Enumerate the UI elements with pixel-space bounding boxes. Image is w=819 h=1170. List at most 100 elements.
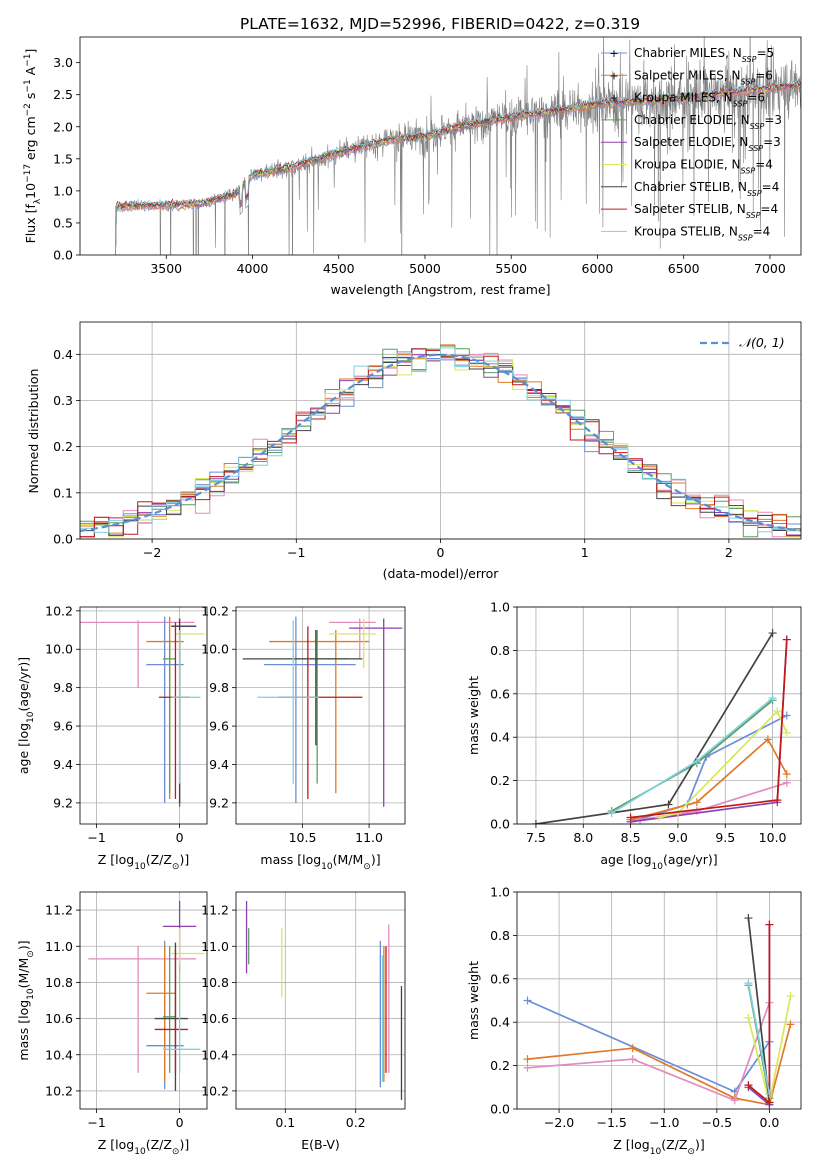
y-axis-label: Flux [fλ10−17 erg cm−2 s−1 A−1] <box>23 49 43 244</box>
legend-label: Kroupa ELODIE, NSSP=4 <box>634 158 773 176</box>
error-bars <box>242 616 403 807</box>
y-tick-label: 9.6 <box>209 719 229 734</box>
error-bars <box>245 901 403 1100</box>
y-tick-label: 0.2 <box>53 439 73 454</box>
y-tick-label: 0.0 <box>53 248 73 263</box>
weight-marker <box>523 996 532 1005</box>
y-tick-label: 10.8 <box>45 975 73 990</box>
axes-frame <box>235 606 406 825</box>
model-spectrum <box>114 79 801 255</box>
weight-marker <box>523 1055 532 1064</box>
weight-marker <box>782 635 791 644</box>
mass-weight-vs-age-panel: 7.5 8.0 8.5 9.0 9.5 10.0 0.0 0.2 0.4 0.6 0.8 1.0 age… <box>466 600 802 872</box>
x-tick-label: 0.2 <box>346 1115 366 1130</box>
legend-label: Kroupa STELIB, NSSP=4 <box>634 224 770 242</box>
y-tick-label: 1.0 <box>490 600 510 615</box>
x-tick-label: 0 <box>176 1115 184 1130</box>
mass-weight-vs-metallicity-panel: −2.0 −1.5 −1.0 −0.5 0.0 0.0 0.2 0.4 0.6 0.8 1.0 Z [… <box>466 885 802 1157</box>
mass-vs-ebv-panel: 0.1 0.2 10.2 10.4 10.6 10.8 11.0 11.2 E(B-V) <box>201 891 406 1152</box>
weight-marker <box>607 809 616 818</box>
y-tick-label: 1.5 <box>53 151 73 166</box>
y-tick-label: 10.0 <box>45 642 73 657</box>
y-tick-label: 11.2 <box>201 903 229 918</box>
weight-marker <box>744 1081 753 1090</box>
y-tick-label: 9.4 <box>209 757 229 772</box>
legend-label: 𝒩(0, 1) <box>739 335 785 350</box>
weight-marker <box>730 1096 739 1105</box>
weight-marker <box>673 809 682 818</box>
weight-marker <box>664 800 673 809</box>
y-tick-label: 0.1 <box>53 485 73 500</box>
y-tick-label: 10.4 <box>45 1047 73 1062</box>
x-tick-label: 8.5 <box>621 830 641 845</box>
error-bars <box>88 901 205 1091</box>
x-axis-label: Z [log10(Z/Z⊙)] <box>98 852 189 872</box>
y-tick-label: 10.2 <box>45 1083 73 1098</box>
weight-marker <box>531 820 540 824</box>
x-tick-label: 7.5 <box>526 830 546 845</box>
legend-label: Salpeter ELODIE, NSSP=3 <box>634 135 781 153</box>
x-tick-label: −1 <box>87 830 105 845</box>
spectrum-lines <box>114 37 801 255</box>
y-tick-label: 10.4 <box>201 1047 229 1062</box>
y-tick-label: 1.0 <box>490 885 510 900</box>
y-tick-label: 0.6 <box>490 971 510 986</box>
x-tick-label: 0 <box>437 545 445 560</box>
weight-marker <box>744 1013 753 1022</box>
x-tick-label: −1 <box>287 545 305 560</box>
y-tick-label: 0.0 <box>53 532 73 547</box>
y-tick-label: 0.8 <box>490 928 510 943</box>
x-tick-label: 3500 <box>150 261 182 276</box>
weight-marker <box>744 914 753 923</box>
y-tick-label: 0.0 <box>490 1102 510 1117</box>
legend-label: Salpeter STELIB, NSSP=4 <box>634 202 778 220</box>
y-axis-label: mass weight <box>466 961 481 1040</box>
y-tick-label: 9.2 <box>53 795 73 810</box>
age-vs-metallicity-panel: −1 0 9.2 9.4 9.6 9.8 10.0 10.2 Z [log10(Z/Z⊙)] ag… <box>16 603 208 872</box>
y-axis-label: Normed distribution <box>26 369 41 494</box>
mass-vs-metallicity-panel: −1 0 10.2 10.4 10.6 10.8 11.0 11.2 Z [log10(Z/Z⊙… <box>16 891 208 1157</box>
y-tick-label: 0.2 <box>490 1058 510 1073</box>
weight-series <box>630 714 788 823</box>
y-tick-label: 0.5 <box>53 215 73 230</box>
legend-label: Chabrier MILES, NSSP=5 <box>634 46 774 64</box>
weight-series <box>527 1002 771 1102</box>
x-axis-label: E(B-V) <box>301 1137 340 1152</box>
x-tick-label: 10.0 <box>759 830 787 845</box>
model-spectrum <box>114 80 801 255</box>
x-tick-label: −1.0 <box>649 1115 679 1130</box>
legend-marker: + <box>609 47 618 60</box>
y-tick-label: 11.2 <box>45 903 73 918</box>
weight-marker <box>773 796 782 805</box>
y-tick-label: 10.6 <box>201 1011 229 1026</box>
weight-marker <box>765 920 774 929</box>
weight-series <box>747 982 771 1094</box>
weight-marker <box>782 778 791 787</box>
age-vs-mass-panel: 10.5 11.0 9.2 9.4 9.6 9.8 10.0 10.2 mass [log10(… <box>201 603 406 872</box>
observed-spectrum <box>114 37 801 255</box>
axes-frame <box>235 891 406 1110</box>
spectrum-panel: 3500 4000 4500 5000 5500 6000 6500 7000 0.0 0.5 1.… <box>23 36 802 297</box>
legend-label: Kroupa MILES, NSSP=6 <box>634 91 765 109</box>
weight-series <box>630 639 788 823</box>
x-tick-label: 9.0 <box>668 830 688 845</box>
y-tick-label: 3.0 <box>53 55 73 70</box>
x-tick-label: 4500 <box>323 261 355 276</box>
legend-label: Chabrier STELIB, NSSP=4 <box>634 180 779 198</box>
y-tick-label: 9.2 <box>209 795 229 810</box>
weight-marker <box>773 707 782 716</box>
axes-frame <box>516 606 802 825</box>
x-axis-label: (data-model)/error <box>383 566 500 581</box>
weight-marker <box>523 1063 532 1072</box>
y-tick-label: 0.4 <box>490 1015 510 1030</box>
weight-marker <box>765 1089 774 1098</box>
x-tick-label: 2 <box>725 545 733 560</box>
x-tick-label: 1 <box>581 545 589 560</box>
y-tick-label: 0.8 <box>490 643 510 658</box>
x-tick-label: 5000 <box>409 261 441 276</box>
x-tick-label: −0.5 <box>702 1115 732 1130</box>
y-tick-label: 10.2 <box>201 603 229 618</box>
y-axis-label: mass [log10(M/M⊙)] <box>16 940 36 1060</box>
y-tick-label: 11.0 <box>45 939 73 954</box>
y-tick-label: 0.3 <box>53 393 73 408</box>
